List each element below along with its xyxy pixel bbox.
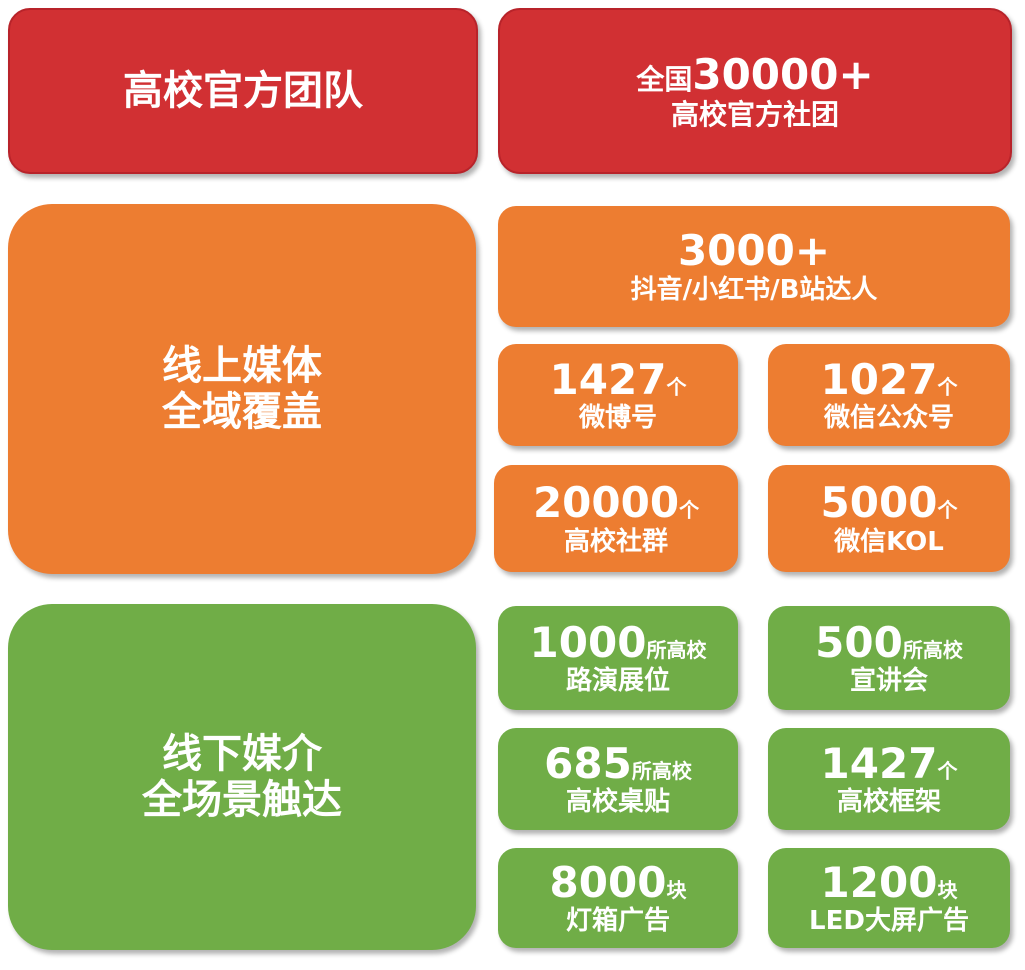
stat-unit: 所高校 <box>646 637 707 662</box>
online-title-2: 全域覆盖 <box>162 389 322 435</box>
stat-unit: 个 <box>937 374 958 399</box>
team-stat-box: 全国30000+ 高校官方社团 <box>498 8 1012 174</box>
stat-label: 灯箱广告 <box>565 906 670 937</box>
stat-label: 微信KOL <box>834 526 944 557</box>
stat-unit: 个 <box>679 498 700 523</box>
stat-unit: 块 <box>937 877 958 902</box>
stat-unit: 所高校 <box>631 758 692 783</box>
stat-label: LED大屏广告 <box>809 906 969 937</box>
stat-unit: 个 <box>666 374 687 399</box>
offline-title-2: 全场景触达 <box>142 777 342 823</box>
stat-number: 500 <box>815 617 903 667</box>
offline-stat-box: 1000所高校路演展位 <box>498 606 738 710</box>
offline-stat-box: 500所高校宣讲会 <box>768 606 1010 710</box>
offline-title-box: 线下媒介 全场景触达 <box>8 604 476 950</box>
stat-number: 5000 <box>820 478 938 528</box>
stat-label: 微博号 <box>578 403 657 434</box>
team-prefix: 全国 <box>636 62 693 96</box>
stat-number: 1427 <box>549 354 667 404</box>
online-stat-box: 5000个微信KOL <box>768 465 1010 572</box>
stat-label: 高校社群 <box>563 526 668 557</box>
online-top-number: 3000+ <box>677 226 831 276</box>
stat-number: 1027 <box>820 354 938 404</box>
stat-number: 1200 <box>820 857 938 907</box>
stat-number: 1000 <box>529 617 647 667</box>
online-title-box: 线上媒体 全域覆盖 <box>8 204 476 574</box>
offline-stat-box: 8000块灯箱广告 <box>498 848 738 948</box>
offline-title-1: 线下媒介 <box>162 731 322 777</box>
online-stat-box: 1427个 微博号 <box>498 344 738 446</box>
online-stat-box: 20000个 高校社群 <box>494 465 738 572</box>
stat-label: 微信公众号 <box>823 403 954 434</box>
stat-number: 685 <box>544 738 632 788</box>
team-number: 30000+ <box>692 49 874 99</box>
stat-label: 路演展位 <box>565 666 670 697</box>
stat-unit: 块 <box>666 877 687 902</box>
stat-number: 8000 <box>549 857 667 907</box>
online-title-1: 线上媒体 <box>162 343 322 389</box>
stat-unit: 个 <box>937 758 958 783</box>
stat-number: 20000 <box>532 478 680 528</box>
stat-label: 高校桌贴 <box>565 787 670 818</box>
stat-number: 1427 <box>820 738 938 788</box>
stat-unit: 个 <box>937 498 958 523</box>
stat-label: 高校框架 <box>836 787 941 818</box>
team-label: 高校官方社团 <box>670 98 839 132</box>
offline-stat-box: 685所高校高校桌贴 <box>498 728 738 830</box>
offline-stat-box: 1427个高校框架 <box>768 728 1010 830</box>
stat-unit: 所高校 <box>902 637 963 662</box>
offline-stat-box: 1200块 LED大屏广告 <box>768 848 1010 948</box>
online-stat-box: 1027个微信公众号 <box>768 344 1010 446</box>
online-top-label: 抖音/小红书/B站达人 <box>630 274 878 305</box>
online-top-box: 3000+ 抖音/小红书/B站达人 <box>498 206 1010 327</box>
team-title-box: 高校官方团队 <box>8 8 478 174</box>
team-title: 高校官方团队 <box>123 68 363 114</box>
stat-label: 宣讲会 <box>849 666 928 697</box>
